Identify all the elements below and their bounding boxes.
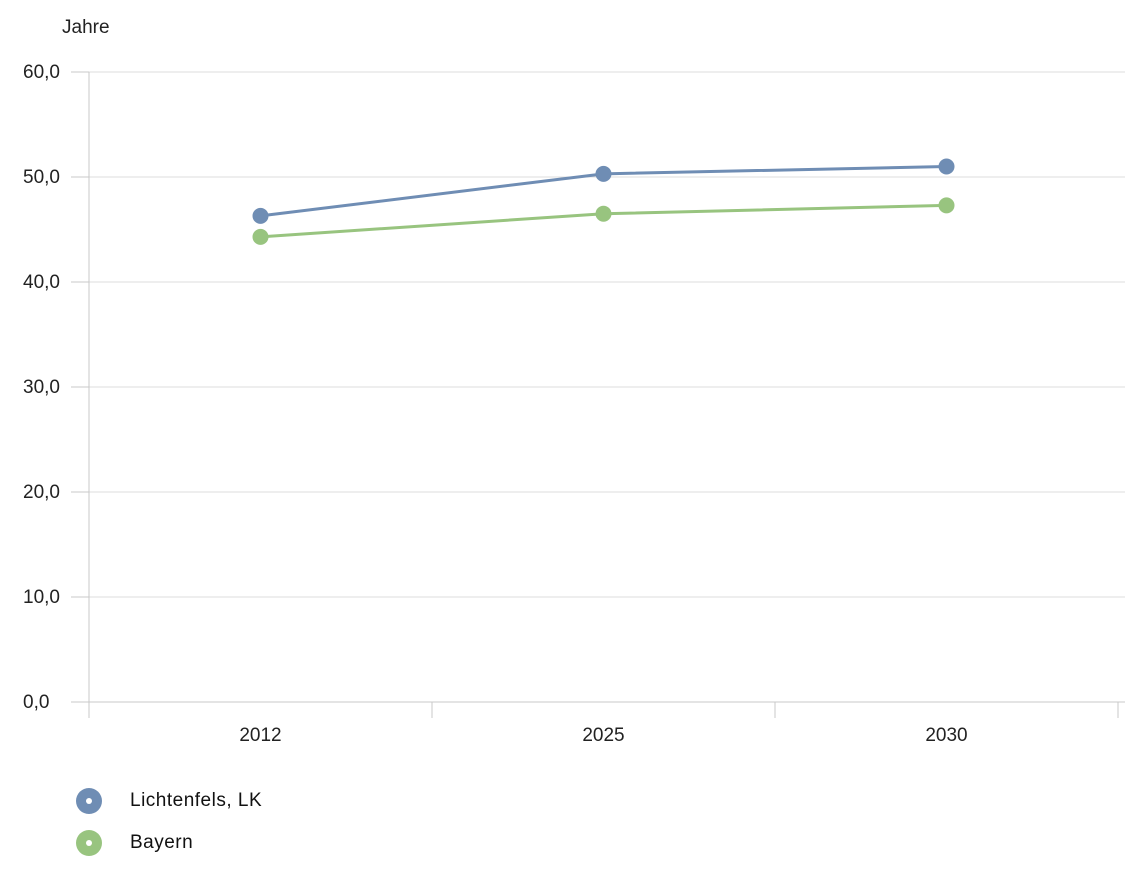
y-tick-label: 30,0 <box>23 377 60 398</box>
legend-marker-icon <box>76 830 102 856</box>
data-point[interactable] <box>252 228 269 245</box>
data-point[interactable] <box>595 205 612 222</box>
data-point[interactable] <box>252 207 269 224</box>
legend-item[interactable]: Bayern <box>76 828 262 858</box>
y-tick-label: 20,0 <box>23 482 60 503</box>
series-layer <box>252 158 955 245</box>
legend-label: Bayern <box>130 832 194 853</box>
y-tick-label: 40,0 <box>23 272 60 293</box>
data-point[interactable] <box>595 165 612 182</box>
data-point[interactable] <box>938 197 955 214</box>
x-tick-label: 2012 <box>239 725 281 746</box>
y-axis-label: Jahre <box>62 17 110 38</box>
y-tick-label: 10,0 <box>23 587 60 608</box>
axes: 0,0 10,0 20,0 30,0 40,0 50,0 60,0 2012 2025 2030 <box>23 62 1125 746</box>
y-tick-label: 0,0 <box>23 692 49 713</box>
y-tick-label: 60,0 <box>23 62 60 83</box>
legend-item[interactable]: Lichtenfels, LK <box>76 786 262 816</box>
legend-label: Lichtenfels, LK <box>130 790 263 811</box>
x-tick-label: 2030 <box>925 725 967 746</box>
data-point[interactable] <box>938 158 955 175</box>
legend-marker-icon <box>76 788 102 814</box>
y-tick-label: 50,0 <box>23 167 60 188</box>
series-1 <box>252 158 955 224</box>
x-tick-label: 2025 <box>582 725 624 746</box>
grid-lines <box>89 71 1125 598</box>
series-2 <box>252 197 955 245</box>
legend: Lichtenfels, LK Bayern <box>76 786 262 870</box>
